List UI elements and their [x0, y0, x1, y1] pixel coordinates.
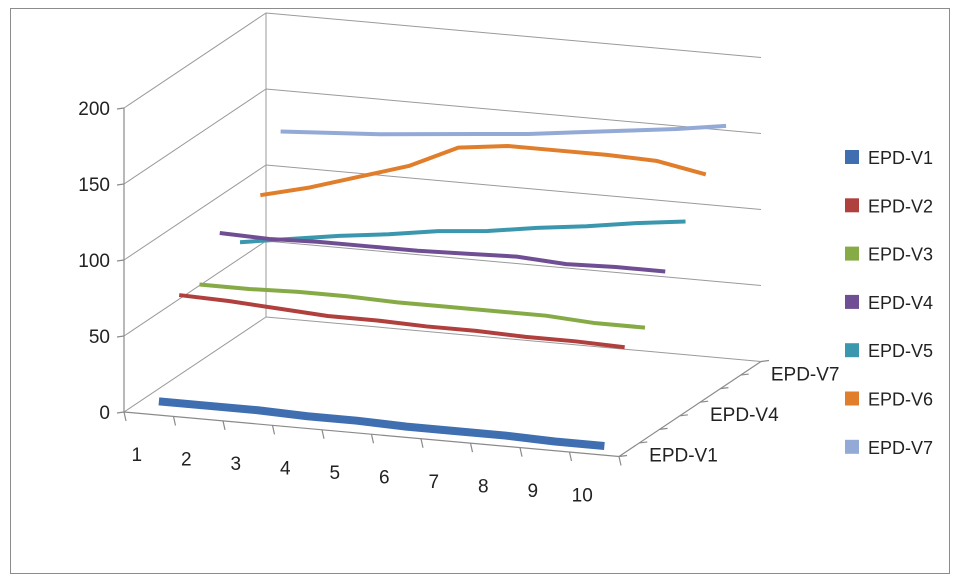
- series-line-epd-v1: [158, 397, 605, 450]
- gridline-200: [123, 12, 762, 109]
- depth-tick-7: [760, 359, 770, 363]
- y-axis-tick-labels: 0 50 100 150 200: [78, 99, 110, 424]
- y-tick-label-100: 100: [78, 251, 110, 272]
- x-tick-label-1: 1: [131, 445, 142, 466]
- gridline-0: [123, 316, 762, 413]
- depth-tick-1: [639, 441, 648, 444]
- y-tick-label-150: 150: [78, 175, 110, 196]
- x-tick-1: [172, 416, 177, 426]
- x-tick-label-8: 8: [478, 476, 489, 497]
- legend-swatch-epd-v3: [845, 246, 859, 261]
- series-line-epd-v2: [178, 293, 625, 350]
- x-tick-label-3: 3: [230, 454, 241, 475]
- depth-axis-labels: EPD-V1 EPD-V4 EPD-V7: [649, 364, 839, 466]
- series-line-epd-v5: [239, 219, 686, 245]
- x-axis-tick-labels: 1 2 3 4 5 6 7 8 9 10: [131, 445, 592, 506]
- x-tick-10: [618, 456, 622, 466]
- depth-tick-6: [740, 373, 749, 376]
- depth-tick-4: [700, 400, 709, 403]
- gridline-150: [123, 88, 762, 185]
- x-tick-0: [123, 411, 127, 422]
- depth-tick-3: [679, 414, 688, 417]
- axes: [116, 107, 770, 466]
- y-tick-50: [116, 335, 125, 338]
- legend-label-epd-v7: EPD-V7: [868, 438, 933, 458]
- legend-label-epd-v5: EPD-V5: [868, 341, 933, 361]
- legend-swatch-epd-v1: [845, 150, 859, 164]
- legend-swatch-epd-v6: [845, 391, 859, 406]
- series-lines: [158, 123, 727, 450]
- legend: EPD-V1 EPD-V2 EPD-V3 EPD-V4 EPD-V5 EPD-V6 EPD-…: [845, 148, 933, 458]
- legend-label-epd-v3: EPD-V3: [868, 245, 933, 265]
- y-tick-label-200: 200: [78, 99, 110, 120]
- x-tick-9: [568, 451, 573, 462]
- x-tick-label-9: 9: [527, 481, 538, 502]
- legend-label-epd-v1: EPD-V1: [868, 148, 933, 168]
- gridline-50: [123, 240, 762, 337]
- x-tick-8: [519, 447, 523, 457]
- y-tick-200: [116, 107, 125, 110]
- x-tick-label-7: 7: [428, 472, 439, 493]
- legend-label-epd-v2: EPD-V2: [868, 196, 933, 216]
- legend-swatch-epd-v4: [845, 294, 859, 309]
- y-tick-100: [116, 259, 125, 262]
- legend-swatch-epd-v5: [845, 343, 859, 358]
- x-tick-5: [370, 434, 375, 444]
- x-tick-4: [321, 429, 325, 439]
- depth-label-epd-v7: EPD-V7: [771, 364, 840, 385]
- series-line-epd-v4: [219, 230, 666, 274]
- x-tick-7: [469, 443, 474, 453]
- y-tick-label-0: 0: [99, 403, 110, 424]
- depth-tick-0: [618, 454, 628, 458]
- x-tick-label-5: 5: [329, 463, 340, 484]
- legend-swatch-epd-v2: [845, 198, 859, 213]
- series-line-epd-v3: [199, 282, 646, 330]
- x-tick-3: [271, 425, 276, 435]
- series-line-epd-v6: [260, 143, 707, 198]
- gridline-100: [123, 164, 762, 261]
- x-tick-label-6: 6: [379, 467, 390, 488]
- x-tick-2: [222, 420, 226, 431]
- y-tick-label-50: 50: [89, 327, 110, 348]
- x-tick-label-2: 2: [181, 450, 192, 471]
- legend-label-epd-v6: EPD-V6: [868, 390, 933, 410]
- depth-axis-line: [618, 361, 762, 457]
- gridlines: [123, 12, 762, 413]
- x-tick-label-10: 10: [572, 485, 593, 506]
- y-tick-0: [116, 411, 125, 414]
- series-line-epd-v7: [280, 123, 727, 137]
- depth-label-epd-v1: EPD-V1: [649, 446, 718, 467]
- depth-label-epd-v4: EPD-V4: [710, 405, 779, 426]
- depth-tick-5: [720, 387, 729, 390]
- y-tick-150: [116, 183, 125, 186]
- legend-swatch-epd-v7: [845, 439, 859, 454]
- legend-label-epd-v4: EPD-V4: [868, 293, 933, 313]
- depth-tick-2: [659, 427, 668, 430]
- chart-frame: 0 50 100 150 200 1 2 3 4 5 6 7 8 9 10 EPD-V1 EPD-V4 EPD…: [10, 8, 950, 574]
- x-tick-6: [420, 438, 424, 448]
- x-tick-label-4: 4: [280, 459, 291, 480]
